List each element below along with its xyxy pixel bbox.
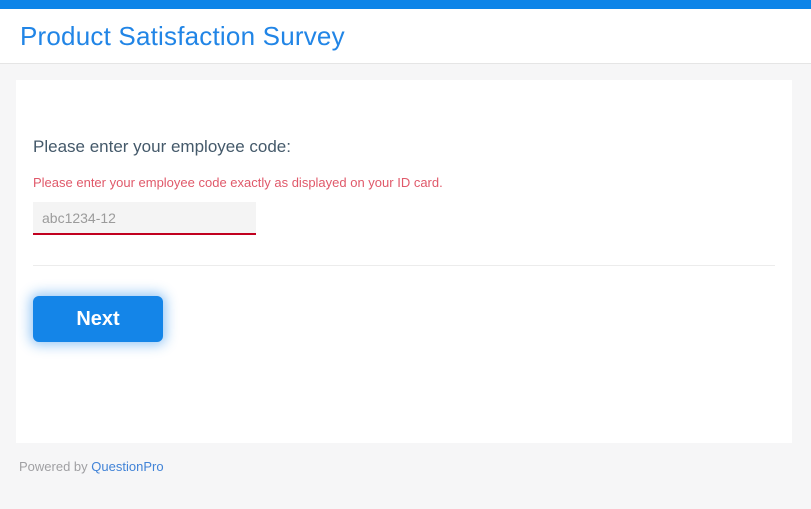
page-title: Product Satisfaction Survey: [20, 21, 345, 51]
questionpro-link[interactable]: QuestionPro: [91, 459, 164, 474]
question-label: Please enter your employee code:: [33, 137, 291, 156]
powered-by-label: Powered by: [19, 459, 88, 474]
question-helper-text: Please enter your employee code exactly …: [33, 175, 443, 190]
survey-header: Product Satisfaction Survey: [0, 9, 811, 64]
section-divider: [33, 265, 775, 266]
survey-card: Please enter your employee code: Please …: [16, 80, 792, 443]
top-accent-bar: [0, 0, 811, 9]
footer: Powered by QuestionPro: [19, 459, 811, 474]
next-button[interactable]: Next: [33, 296, 163, 342]
employee-code-input[interactable]: [33, 202, 256, 235]
